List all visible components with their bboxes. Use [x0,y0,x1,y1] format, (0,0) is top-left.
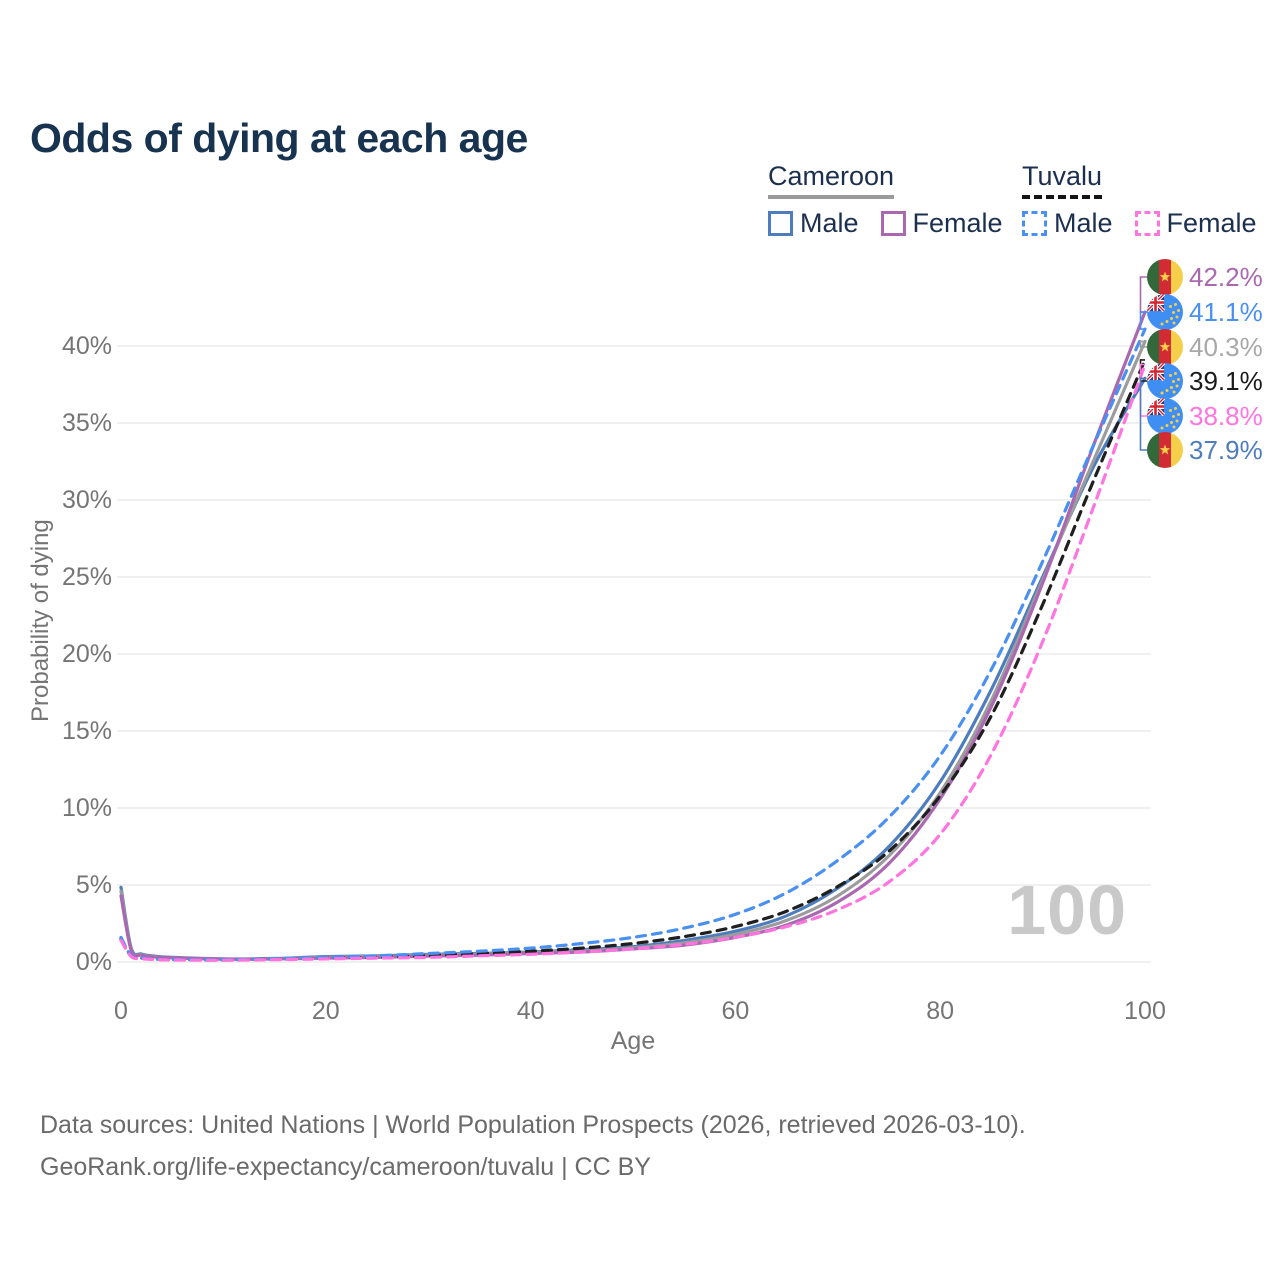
legend-country-tuvalu[interactable]: Tuvalu [1022,161,1103,199]
legend-item-label: Male [800,208,859,238]
flag-cameroon-icon [1147,329,1183,365]
x-tick-label: 100 [1124,997,1166,1025]
end-label-value: 38.8% [1189,400,1263,431]
series-line-tuvalu-both-sexes[interactable] [119,358,1147,962]
age-counter-watermark: 100 [1007,871,1127,949]
end-label-value: 41.1% [1189,296,1263,327]
y-tick-label: 5% [75,871,112,899]
footer-attribution: GeoRank.org/life-expectancy/cameroon/tuv… [40,1153,651,1181]
x-tick-label: 20 [311,997,340,1025]
flag-tuvalu-icon [1147,398,1183,434]
x-tick-label: 0 [114,997,128,1025]
end-label-connector [1139,311,1151,330]
y-tick-label: 15% [61,717,112,745]
end-label-cameroon-male: 37.9% [1147,432,1263,468]
x-axis-title: Age [610,1027,656,1055]
tuvalu-male-swatch-icon [1022,211,1047,236]
end-label-value: 37.9% [1189,434,1263,465]
end-label-tuvalu-both-sexes: 39.1% [1147,363,1263,399]
end-label-cameroon-female: 42.2% [1147,259,1263,295]
legend-group-tuvalu: Tuvalu Male Female [1022,161,1257,239]
series-line-cameroon-female[interactable] [119,310,1147,961]
y-tick-label: 25% [61,563,112,591]
legend-item-cameroon-male[interactable]: Male [768,208,859,239]
end-label-tuvalu-female: 38.8% [1147,398,1263,434]
chart-title: Odds of dying at each age [30,115,528,162]
end-label-cameroon-both-sexes: 40.3% [1147,329,1263,365]
end-label-value: 42.2% [1189,261,1263,292]
legend-item-tuvalu-female[interactable]: Female [1134,208,1257,239]
cameroon-female-swatch-icon [880,211,906,236]
footer-data-sources: Data sources: United Nations | World Pop… [40,1111,1026,1139]
end-label-value: 40.3% [1189,331,1263,362]
flag-cameroon-icon [1147,432,1183,468]
y-tick-label: 40% [61,332,112,360]
x-tick-label: 60 [721,997,750,1025]
tuvalu-female-swatch-icon [1134,211,1160,236]
end-label-connector [1139,377,1151,451]
footer: Data sources: United Nations | World Pop… [40,1104,1026,1188]
x-tick-label: 40 [516,997,545,1025]
end-label-tuvalu-male: 41.1% [1147,294,1263,330]
series-line-tuvalu-male[interactable] [119,327,1147,962]
y-tick-label: 30% [61,486,112,514]
flag-tuvalu-icon [1147,363,1183,399]
legend-item-label: Female [1166,208,1257,238]
legend-item-tuvalu-male[interactable]: Male [1022,208,1113,239]
end-label-connector [1139,340,1151,348]
flag-cameroon-icon [1147,259,1183,295]
legend-item-label: Female [912,208,1003,238]
y-tick-label: 0% [75,948,112,976]
y-tick-label: 10% [61,794,112,822]
y-tick-label: 20% [61,640,112,668]
flag-tuvalu-icon [1147,294,1183,330]
x-tick-label: 80 [926,997,955,1025]
series-line-cameroon-both-sexes[interactable] [119,339,1147,961]
legend-country-cameroon[interactable]: Cameroon [768,161,895,199]
legend-item-cameroon-female[interactable]: Female [880,208,1003,239]
y-tick-label: 35% [61,409,112,437]
end-label-value: 39.1% [1189,365,1263,396]
legend-item-label: Male [1054,208,1113,238]
y-axis-title: Probability of dying [27,519,54,723]
legend-group-cameroon: Cameroon Male Female [768,161,1003,239]
cameroon-male-swatch-icon [768,211,793,236]
series-line-tuvalu-female[interactable] [119,362,1147,962]
